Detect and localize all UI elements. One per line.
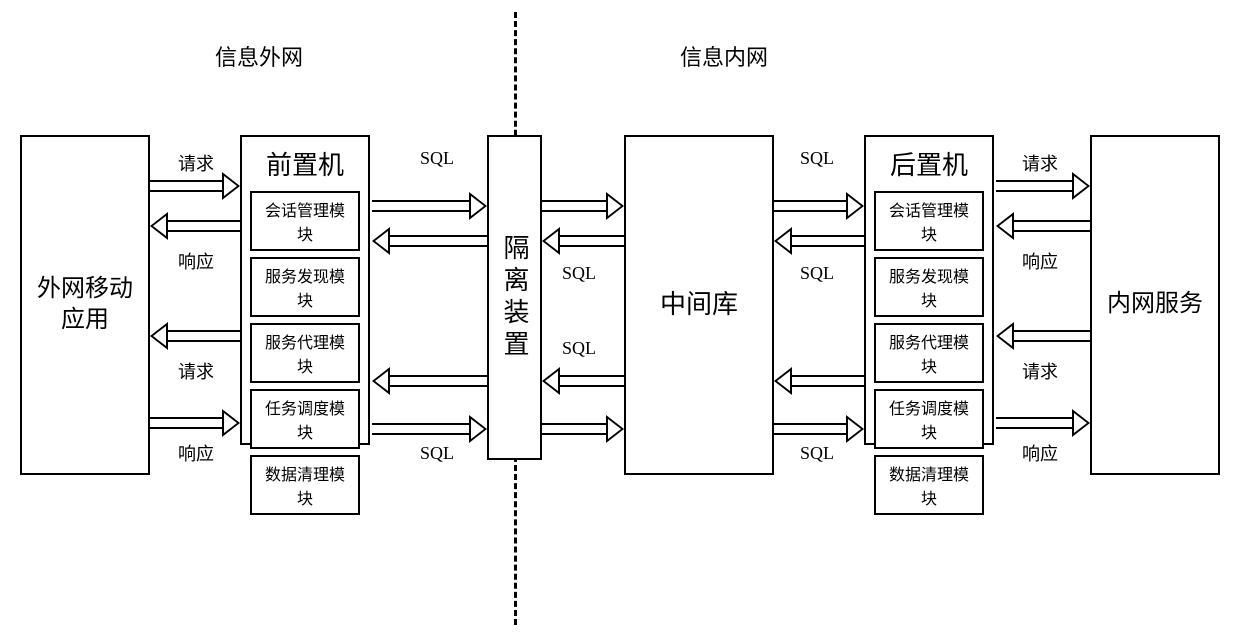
arrow-label: SQL [420, 443, 454, 464]
arrow [996, 215, 1090, 237]
arrow [996, 412, 1090, 434]
internal-service-label: 内网服务 [1107, 289, 1203, 320]
arrow-label: 响应 [178, 248, 214, 274]
arrow [372, 230, 487, 252]
box-back-machine: 后置机 会话管理模块 服务发现模块 服务代理模块 任务调度模块 数据清理模块 [864, 135, 994, 445]
arrow-label: SQL [420, 148, 454, 169]
box-front-machine: 前置机 会话管理模块 服务发现模块 服务代理模块 任务调度模块 数据清理模块 [240, 135, 370, 445]
back-module-clean: 数据清理模块 [874, 455, 984, 515]
front-module-proxy: 服务代理模块 [250, 323, 360, 383]
arrow-label: SQL [800, 443, 834, 464]
back-module-proxy: 服务代理模块 [874, 323, 984, 383]
arrow-label: 请求 [1022, 150, 1058, 176]
arrow [372, 418, 487, 440]
arrow-label: 响应 [1022, 248, 1058, 274]
middle-label: 中间库 [660, 288, 738, 322]
arrow [774, 370, 864, 392]
front-module-clean: 数据清理模块 [250, 455, 360, 515]
arrow [996, 325, 1090, 347]
arrow [150, 175, 240, 197]
arrow-label: SQL [800, 148, 834, 169]
arrow [150, 325, 240, 347]
front-module-discovery: 服务发现模块 [250, 257, 360, 317]
box-external-app: 外网移动 应用 [20, 135, 150, 475]
front-module-schedule: 任务调度模块 [250, 389, 360, 449]
arrow [150, 215, 240, 237]
arrow-label: 请求 [178, 358, 214, 384]
box-middle-db: 中间库 [624, 135, 774, 475]
isolation-label: 隔离装置 [496, 234, 533, 362]
arrow [150, 412, 240, 434]
region-internal-label: 信息内网 [680, 40, 768, 72]
arrow-label: SQL [562, 263, 596, 284]
back-module-session: 会话管理模块 [874, 191, 984, 251]
arrow-label: 请求 [178, 150, 214, 176]
arrow [372, 195, 487, 217]
box-internal-service: 内网服务 [1090, 135, 1220, 475]
arrow [372, 370, 487, 392]
arrow [774, 195, 864, 217]
arrow-label: SQL [800, 263, 834, 284]
arrow [542, 418, 624, 440]
back-module-schedule: 任务调度模块 [874, 389, 984, 449]
arrow [542, 230, 624, 252]
arrow-label: 响应 [1022, 440, 1058, 466]
arrow [542, 195, 624, 217]
arrow [774, 230, 864, 252]
arrow-label: 响应 [178, 440, 214, 466]
diagram-canvas: 信息外网 信息内网 外网移动 应用 前置机 会话管理模块 服务发现模块 服务代理… [0, 0, 1240, 637]
front-title: 前置机 [266, 145, 344, 182]
box-external-app-label: 外网移动 应用 [37, 274, 133, 336]
arrow-label: 请求 [1022, 358, 1058, 384]
arrow [996, 175, 1090, 197]
arrow [774, 418, 864, 440]
arrow [542, 370, 624, 392]
front-module-session: 会话管理模块 [250, 191, 360, 251]
region-external-label: 信息外网 [215, 40, 303, 72]
back-title: 后置机 [890, 145, 968, 182]
box-isolation: 隔离装置 [487, 135, 542, 460]
back-module-discovery: 服务发现模块 [874, 257, 984, 317]
arrow-label: SQL [562, 338, 596, 359]
